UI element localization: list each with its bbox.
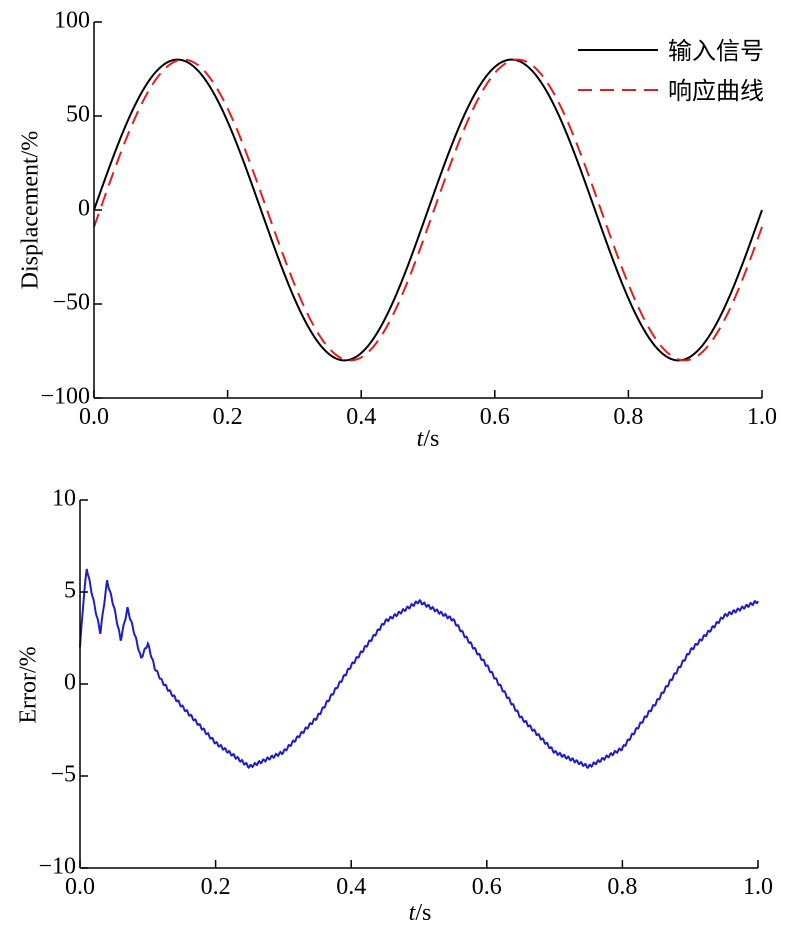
bottom-xtick-label: 0.8 <box>607 874 637 900</box>
legend-response-label: 响应曲线 <box>668 77 764 105</box>
top-xtick-label: 1.0 <box>747 404 777 430</box>
bottom-ytick-label: 0 <box>64 670 76 696</box>
bottom-ytick-label: −10 <box>38 854 76 880</box>
top-xtick-label: 0.8 <box>613 404 643 430</box>
top-y-axis-label: Displacement/% <box>18 131 44 290</box>
top-xtick-label: 0.4 <box>346 404 376 430</box>
bottom-xtick-label: 1.0 <box>743 874 773 900</box>
top-ytick-label: 0 <box>78 196 90 222</box>
top-xtick-label: 0.0 <box>79 404 109 430</box>
error-line <box>79 568 759 770</box>
top-ytick-label: 100 <box>54 8 90 34</box>
top-xtick-label: 0.6 <box>480 404 510 430</box>
top-xtick-label: 0.2 <box>213 404 243 430</box>
bottom-xtick-label: 0.2 <box>201 874 231 900</box>
bottom-ytick-label: −5 <box>50 762 76 788</box>
bottom-ytick-label: 10 <box>52 486 76 512</box>
bottom-xtick-label: 0.0 <box>65 874 95 900</box>
bottom-ytick-label: 5 <box>64 578 76 604</box>
top-x-axis-label: t/s <box>417 426 440 452</box>
displacement-chart: 100 50 0 −50 −100 0.0 0.2 0.4 0.6 0.8 1.0 Displac… <box>18 8 778 453</box>
bottom-y-axis-label: Error/% <box>16 646 42 723</box>
response-curve-line <box>93 58 763 362</box>
input-signal-line <box>93 58 763 362</box>
error-chart: 10 5 0 −5 −10 0.0 0.2 0.4 0.6 0.8 1.0 Error/% t/s <box>16 486 774 927</box>
bottom-x-axis-label: t/s <box>409 900 432 926</box>
top-ytick-label: 50 <box>66 102 90 128</box>
top-ytick-label: −50 <box>52 290 90 316</box>
legend-input-label: 输入信号 <box>668 37 764 65</box>
top-ytick-label: −100 <box>40 384 90 410</box>
bottom-xtick-label: 0.4 <box>336 874 366 900</box>
legend: 输入信号 响应曲线 <box>578 37 764 105</box>
bottom-xtick-label: 0.6 <box>472 874 502 900</box>
